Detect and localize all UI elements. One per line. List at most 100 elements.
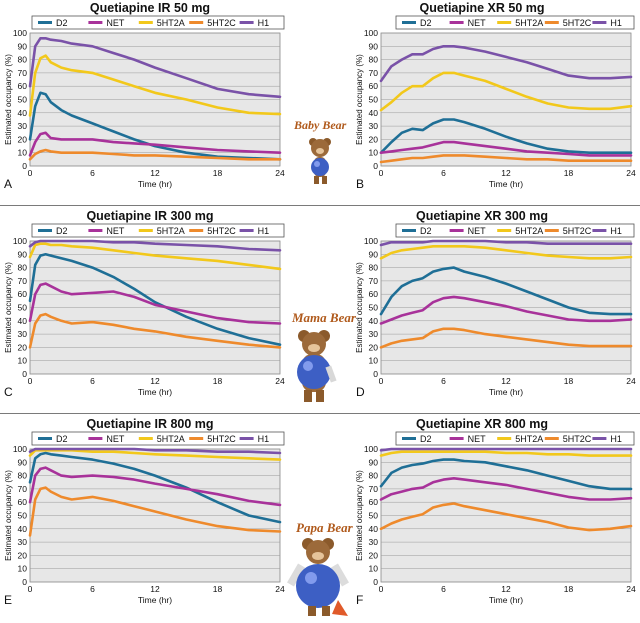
- series-line-d2: [28, 451, 282, 524]
- x-tick-label: 12: [150, 168, 160, 178]
- legend-label: NET: [106, 18, 125, 28]
- y-tick-label: 80: [369, 263, 379, 273]
- y-tick-label: 0: [373, 369, 378, 379]
- series-line-d2: [28, 91, 282, 161]
- legend-label: NET: [106, 226, 125, 236]
- legend-label: D2: [56, 226, 68, 236]
- series-line-5ht2c: [28, 312, 282, 349]
- y-tick-label: 30: [18, 329, 28, 339]
- y-tick-label: 90: [369, 249, 379, 259]
- y-tick-label: 50: [18, 511, 28, 521]
- legend-box: [395, 15, 635, 30]
- mama-bear-illustration: Mama Bear: [284, 310, 356, 410]
- legend-label: NET: [468, 226, 487, 236]
- y-tick-label: 40: [369, 316, 379, 326]
- y-tick-label: 0: [22, 369, 27, 379]
- bear-label: Baby Bear: [294, 118, 347, 132]
- x-tick-label: 24: [275, 168, 285, 178]
- chart-title: Quetiapine IR 50 mg: [90, 1, 210, 15]
- legend-label: H1: [610, 226, 622, 236]
- x-tick-label: 18: [213, 584, 223, 594]
- y-tick-label: 80: [18, 55, 28, 65]
- y-tick-label: 10: [369, 356, 379, 366]
- series-line-h1: [28, 239, 282, 252]
- y-tick-label: 50: [18, 303, 28, 313]
- series-line-net: [28, 131, 282, 157]
- legend-box: [395, 431, 635, 446]
- series-line-5ht2a: [379, 71, 633, 112]
- y-axis-label: Estimated occupancy (%): [4, 262, 13, 353]
- legend-label: NET: [468, 434, 487, 444]
- legend-label: 5HT2A: [515, 226, 543, 236]
- x-tick-label: 0: [379, 168, 384, 178]
- x-tick-label: 24: [626, 584, 636, 594]
- series-line-5ht2a: [28, 54, 282, 117]
- panel-letter: A: [4, 177, 12, 191]
- chart-title: Quetiapine IR 300 mg: [86, 209, 213, 223]
- legend-label: H1: [610, 18, 622, 28]
- x-axis-label: Time (hr): [489, 595, 523, 605]
- y-tick-label: 30: [18, 537, 28, 547]
- legend-label: 5HT2C: [207, 18, 236, 28]
- y-tick-label: 0: [22, 577, 27, 587]
- panel-letter: B: [356, 177, 364, 191]
- y-tick-label: 100: [13, 236, 27, 246]
- panel-letter: F: [356, 593, 363, 607]
- x-tick-label: 18: [213, 376, 223, 386]
- x-tick-label: 6: [90, 584, 95, 594]
- papa-bear-icon: [287, 538, 349, 616]
- y-tick-label: 100: [364, 28, 378, 38]
- y-tick-label: 30: [18, 121, 28, 131]
- legend-label: D2: [56, 434, 68, 444]
- panel-letter: D: [356, 385, 365, 399]
- y-tick-label: 50: [369, 511, 379, 521]
- mama-bear-icon: [297, 330, 337, 402]
- y-tick-label: 40: [18, 108, 28, 118]
- x-tick-label: 24: [626, 376, 636, 386]
- series-line-5ht2c: [379, 502, 633, 532]
- y-tick-label: 70: [369, 276, 379, 286]
- legend-box: [31, 223, 285, 238]
- y-tick-label: 20: [369, 550, 379, 560]
- legend-label: NET: [468, 18, 487, 28]
- row-separator: [0, 205, 640, 206]
- legend-label: 5HT2A: [157, 18, 185, 28]
- x-tick-label: 6: [441, 168, 446, 178]
- x-axis-label: Time (hr): [138, 179, 172, 189]
- legend-label: H1: [258, 226, 270, 236]
- y-tick-label: 80: [369, 471, 379, 481]
- series-line-d2: [379, 458, 633, 491]
- x-tick-label: 6: [441, 376, 446, 386]
- legend-label: H1: [258, 434, 270, 444]
- legend-label: 5HT2C: [563, 18, 592, 28]
- x-tick-label: 6: [90, 376, 95, 386]
- x-tick-label: 0: [28, 168, 33, 178]
- x-tick-label: 18: [213, 168, 223, 178]
- legend-label: 5HT2C: [207, 434, 236, 444]
- legend-label: H1: [610, 434, 622, 444]
- y-axis-label: Estimated occupancy (%): [4, 54, 13, 145]
- y-axis-label: Estimated occupancy (%): [355, 470, 364, 561]
- series-line-5ht2c: [28, 148, 282, 161]
- y-tick-label: 70: [18, 484, 28, 494]
- x-tick-label: 24: [275, 376, 285, 386]
- y-tick-label: 10: [369, 148, 379, 158]
- y-tick-label: 80: [18, 471, 28, 481]
- x-tick-label: 12: [501, 376, 511, 386]
- y-tick-label: 90: [18, 249, 28, 259]
- legend-label: 5HT2C: [563, 434, 592, 444]
- legend-label: 5HT2A: [515, 434, 543, 444]
- legend-label: H1: [258, 18, 270, 28]
- y-tick-label: 20: [18, 342, 28, 352]
- legend-label: 5HT2C: [563, 226, 592, 236]
- x-tick-label: 18: [564, 168, 574, 178]
- y-tick-label: 0: [22, 161, 27, 171]
- legend-label: 5HT2A: [157, 434, 185, 444]
- y-tick-label: 70: [18, 276, 28, 286]
- legend-box: [31, 15, 285, 30]
- x-tick-label: 0: [28, 584, 33, 594]
